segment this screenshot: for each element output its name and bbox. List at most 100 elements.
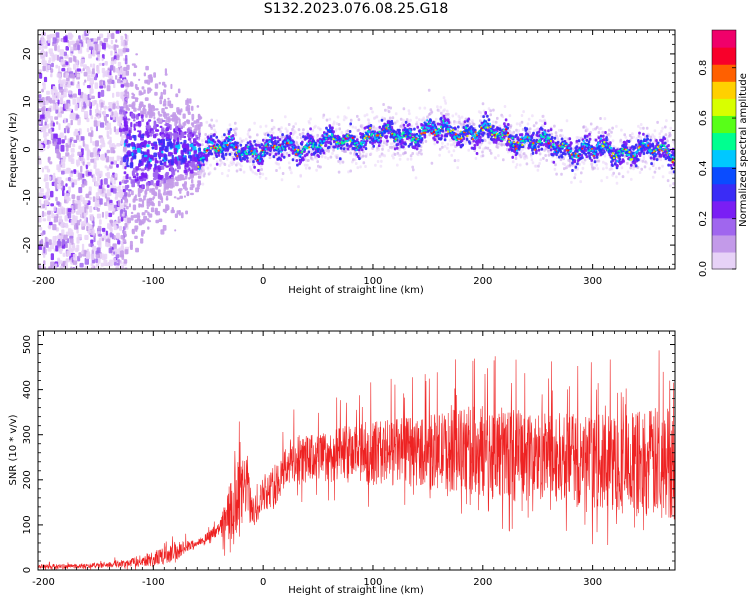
spectrogram-cell (258, 175, 262, 179)
spectrogram-cell (327, 145, 331, 149)
spectrogram-cell (402, 123, 406, 127)
spectrogram-cell (364, 147, 368, 151)
spectrogram-cell (131, 102, 134, 108)
spectrogram-cell (125, 97, 128, 101)
spectrogram-cell (104, 193, 108, 199)
spectrogram-cell (412, 168, 415, 172)
spectrogram-cell (611, 139, 615, 143)
spectrogram-cell (160, 175, 164, 179)
spectrogram-cell (151, 191, 155, 195)
spectrogram-cell (113, 66, 116, 73)
spectrogram-cell (132, 149, 137, 153)
spectrogram-cell (71, 209, 75, 215)
spectrogram-cell (270, 127, 274, 131)
spectrogram-cell (87, 171, 92, 176)
spectrogram-cell (215, 162, 219, 166)
spectrogram-cell (222, 157, 226, 160)
spectrogram-cell (443, 138, 447, 142)
spectrogram-cell (100, 253, 105, 259)
spectrogram-cell (120, 198, 123, 204)
spectrogram-cell (586, 127, 589, 131)
spectrogram-cell (153, 152, 158, 158)
spectrogram-cell (183, 135, 187, 139)
spectrogram-cell (47, 112, 51, 119)
spectrogram-cell (141, 230, 146, 234)
spectrogram-cell (109, 136, 112, 142)
spectrogram-cell (322, 113, 326, 117)
spectrogram-cell (74, 200, 77, 204)
spectrogram-cell (146, 121, 149, 126)
spectrogram-cell (201, 182, 205, 186)
spectrogram-cell (201, 139, 204, 143)
spectrogram-cell (91, 174, 94, 178)
spectrogram-cell (363, 114, 367, 118)
spectrogram-cell (40, 238, 44, 245)
spectrogram-cell (193, 143, 197, 147)
spectrogram-cell (274, 152, 278, 156)
spectrogram-cell (327, 149, 330, 153)
spectrogram-cell (57, 112, 62, 118)
spectrogram-cell (110, 39, 114, 45)
spectrogram-cell (72, 93, 77, 98)
spectrogram-cell (171, 169, 176, 176)
spectrogram-cell (95, 125, 98, 132)
spectrogram-cell (162, 225, 167, 231)
spectrogram-cell (346, 129, 350, 133)
spectrogram-cell (317, 155, 321, 158)
spectrogram-cell (468, 141, 472, 145)
spectrogram-cell (530, 158, 534, 162)
spectrogram-cell (365, 152, 368, 156)
spectrogram-cell (123, 135, 127, 139)
spectrogram-cell (96, 172, 99, 177)
spectrogram-cell (134, 97, 139, 103)
spectrogram-cell (456, 166, 459, 170)
spectrogram-cell (102, 80, 105, 86)
spectrogram-cell (133, 107, 137, 112)
spectrogram-cell (660, 129, 663, 133)
spectrogram-cell (44, 121, 47, 126)
spectrogram-cell (666, 139, 669, 143)
spectrogram-cell (99, 139, 104, 144)
spectrogram-cell (137, 192, 141, 197)
spectrogram-cell (153, 116, 156, 120)
spectrogram-cell (336, 154, 339, 158)
spectrogram-cell (639, 123, 643, 126)
spectrogram-cell (73, 113, 76, 116)
spectrogram-cell (322, 151, 326, 155)
spectrogram-cell (367, 118, 371, 122)
spectrogram-cell (159, 195, 163, 201)
spectrogram-cell (637, 124, 640, 128)
spectrogram-cell (76, 97, 81, 104)
spectrogram-cell (316, 133, 319, 137)
spectrogram-cell (559, 158, 563, 162)
spectrogram-cell (275, 169, 278, 172)
spectrogram-cell (537, 164, 540, 168)
spectrogram-cell (273, 136, 277, 140)
spectrogram-cell (424, 139, 428, 143)
spectrogram-cell (56, 121, 59, 125)
spectrogram-cell (264, 124, 268, 128)
spectrogram-cell (184, 182, 187, 189)
spectrogram-cell (631, 132, 634, 136)
spectrogram-cell (201, 143, 204, 147)
spectrogram-cell (67, 208, 72, 213)
spectrogram-cell (528, 131, 531, 134)
spectrogram-cell (140, 101, 144, 105)
spectrogram-cell (176, 166, 181, 170)
spectrogram-cell (444, 101, 447, 105)
spectrogram-cell (101, 237, 104, 242)
spectrogram-cell (54, 263, 58, 268)
spectrogram-cell (157, 151, 160, 156)
spectrogram-cell (177, 174, 181, 179)
spectrogram-cell (173, 139, 176, 146)
spectrogram-cell (64, 215, 68, 222)
spectrogram-cell (160, 180, 164, 184)
spectrogram-cell (39, 114, 45, 119)
spectrogram-cell (360, 124, 364, 127)
spectrogram-cell (441, 145, 444, 149)
spectrogram-cell (162, 192, 167, 196)
spectrogram-cell (154, 191, 157, 197)
spectrogram-cell (442, 96, 446, 100)
spectrogram-cell (239, 137, 242, 141)
spectrogram-cell (86, 154, 90, 161)
